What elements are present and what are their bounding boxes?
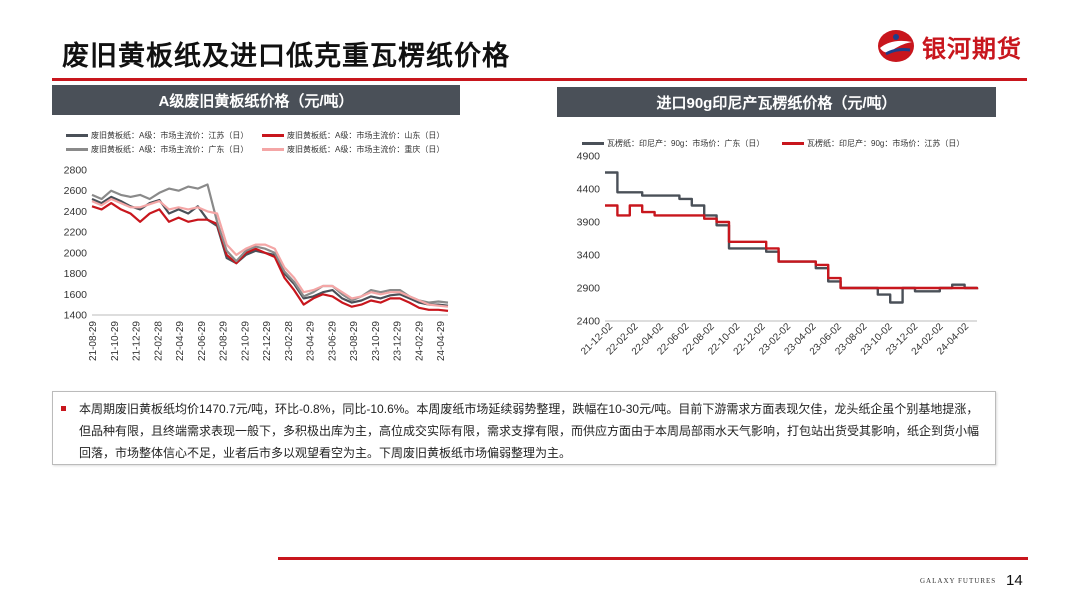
x-tick-label: 24-02-29	[414, 321, 425, 361]
series-line	[91, 183, 449, 304]
x-tick-label: 22-10-29	[240, 321, 251, 361]
legend-label: 废旧黄板纸：A级：市场主流价：重庆（日）	[287, 145, 445, 154]
x-tick-label: 22-06-29	[197, 321, 208, 361]
footer-divider	[278, 557, 1028, 560]
y-tick-label: 4900	[577, 151, 601, 163]
x-tick-label: 22-12-29	[262, 321, 273, 361]
y-tick-label: 1400	[64, 310, 88, 322]
x-tick-label: 22-08-29	[219, 321, 230, 361]
x-tick-label: 22-04-29	[175, 321, 186, 361]
right-chart-title: 进口90g印尼产瓦楞纸价格（元/吨）	[557, 87, 996, 117]
left-chart-title: A级废旧黄板纸价格（元/吨）	[52, 85, 460, 115]
legend-label: 废旧黄板纸：A级：市场主流价：江苏（日）	[91, 131, 249, 140]
header-divider	[52, 78, 1027, 81]
brand-logo: 银河期货	[876, 28, 1022, 64]
x-tick-label: 24-04-29	[436, 321, 447, 361]
commentary-text: 本周期废旧黄板纸均价1470.7元/吨，环比-0.8%，同比-10.6%。本周废…	[79, 402, 980, 460]
commentary-box: 本周期废旧黄板纸均价1470.7元/吨，环比-0.8%，同比-10.6%。本周废…	[52, 391, 996, 465]
y-tick-label: 2600	[64, 185, 88, 197]
x-tick-label: 23-10-29	[371, 321, 382, 361]
y-tick-label: 3400	[577, 250, 601, 262]
legend-label: 废旧黄板纸：A级：市场主流价：广东（日）	[91, 145, 249, 154]
y-tick-label: 2400	[577, 316, 601, 328]
y-tick-label: 3900	[577, 217, 601, 229]
brand-name: 银河期货	[922, 35, 1022, 63]
page-number: 14	[1006, 572, 1023, 589]
left-line-chart: 1400 1600 1800 2000 2200 2400 2600 2800 21-08-29…	[64, 165, 449, 361]
legend-label: 瓦楞纸：印尼产：90g：市场价：江苏（日）	[807, 139, 965, 148]
x-tick-label: 22-02-28	[153, 321, 164, 361]
footer-brand: GALAXY FUTURES	[920, 577, 997, 585]
y-tick-label: 2800	[64, 165, 88, 177]
right-line-chart: 24002900340039004400490021-12-0222-02-02…	[577, 151, 979, 357]
legend-item: 瓦楞纸：印尼产：90g：市场价：江苏（日）	[782, 138, 964, 149]
legend-item: 废旧黄板纸：A级：市场主流价：广东（日）	[66, 144, 248, 155]
x-tick-label: 21-08-29	[88, 321, 99, 361]
y-tick-label: 4400	[577, 184, 601, 196]
legend-item: 废旧黄板纸：A级：市场主流价：重庆（日）	[262, 144, 444, 155]
x-tick-label: 23-08-29	[349, 321, 360, 361]
series-line	[605, 204, 979, 290]
galaxy-logo-icon	[878, 30, 914, 62]
page-title: 废旧黄板纸及进口低克重瓦楞纸价格	[62, 41, 510, 71]
x-tick-label: 21-10-29	[110, 321, 121, 361]
y-tick-label: 2200	[64, 227, 88, 239]
x-tick-label: 23-04-29	[306, 321, 317, 361]
series-line	[91, 197, 449, 308]
legend-item: 废旧黄板纸：A级：市场主流价：江苏（日）	[66, 130, 248, 141]
y-tick-label: 1600	[64, 289, 88, 301]
y-tick-label: 2000	[64, 247, 88, 259]
legend-label: 废旧黄板纸：A级：市场主流价：山东（日）	[287, 131, 445, 140]
right-chart-legend: 瓦楞纸：印尼产：90g：市场价：广东（日） 瓦楞纸：印尼产：90g：市场价：江苏…	[582, 138, 992, 152]
left-chart-legend: 废旧黄板纸：A级：市场主流价：江苏（日） 废旧黄板纸：A级：市场主流价：山东（日…	[66, 130, 456, 158]
x-tick-label: 23-12-29	[393, 321, 404, 361]
legend-label: 瓦楞纸：印尼产：90g：市场价：广东（日）	[607, 139, 765, 148]
y-tick-label: 2900	[577, 283, 601, 295]
series-line	[605, 171, 979, 304]
x-tick-label: 23-06-29	[327, 321, 338, 361]
legend-item: 废旧黄板纸：A级：市场主流价：山东（日）	[262, 130, 444, 141]
series-line	[91, 202, 449, 312]
x-tick-label: 23-02-28	[284, 321, 295, 361]
x-tick-label: 21-12-29	[132, 321, 143, 361]
bullet-icon	[61, 406, 66, 411]
legend-item: 瓦楞纸：印尼产：90g：市场价：广东（日）	[582, 138, 764, 149]
y-tick-label: 1800	[64, 268, 88, 280]
y-tick-label: 2400	[64, 206, 88, 218]
